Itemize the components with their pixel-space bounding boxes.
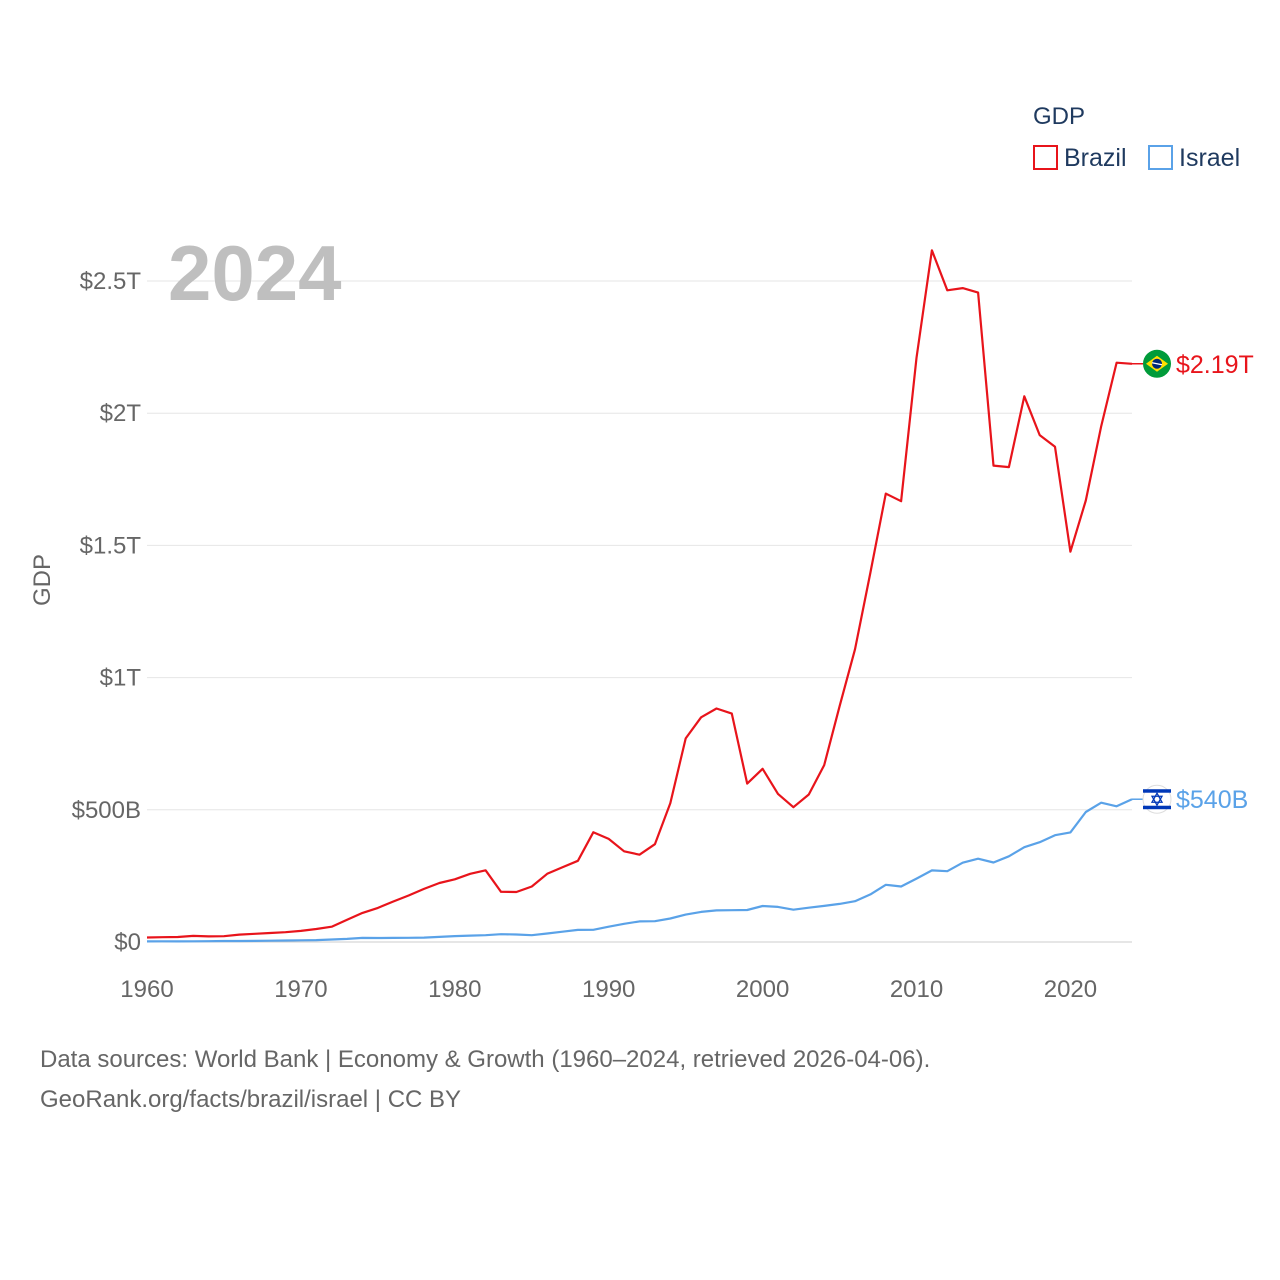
x-tick-label: 1960 [120, 976, 173, 1003]
y-tick-label: $0 [114, 929, 141, 956]
year-label: 2024 [168, 229, 342, 317]
brazil-flag-icon [1143, 349, 1171, 378]
legend-swatch-israel [1148, 145, 1173, 170]
legend-title: GDP [1033, 103, 1085, 130]
y-axis-title: GDP [29, 554, 56, 606]
x-axis-ticks: 1960 1970 1980 1990 2000 2010 2020 [120, 976, 1097, 1003]
y-tick-label: $2T [100, 400, 142, 427]
legend-swatch-brazil [1033, 145, 1058, 170]
footer: Data sources: World Bank | Economy & Gro… [40, 1040, 930, 1120]
legend-label-israel: Israel [1179, 144, 1240, 172]
data-sources-note: Data sources: World Bank | Economy & Gro… [40, 1046, 931, 1073]
gdp-line-chart: $0 $500B $1T $1.5T $2T $2.5T 1960 1970 1980 1990… [29, 103, 1254, 1003]
end-markers: $2.19T $540B [1132, 349, 1254, 814]
y-tick-label: $2.5T [80, 268, 142, 295]
x-tick-label: 1970 [274, 976, 327, 1003]
x-tick-label: 2020 [1044, 976, 1097, 1003]
israel-flag-icon [1142, 784, 1172, 814]
x-tick-label: 2000 [736, 976, 789, 1003]
y-tick-label: $1T [100, 665, 142, 692]
series-lines [146, 249, 1133, 943]
y-axis-ticks: $0 $500B $1T $1.5T $2T $2.5T [72, 268, 142, 956]
gridlines [147, 280, 1132, 943]
x-tick-label: 2010 [890, 976, 943, 1003]
y-tick-label: $500B [72, 797, 141, 824]
x-tick-label: 1990 [582, 976, 635, 1003]
end-value-label-brazil: $2.19T [1176, 351, 1254, 379]
x-tick-label: 1980 [428, 976, 481, 1003]
legend: GDP Brazil Israel [1033, 103, 1240, 172]
y-tick-label: $1.5T [80, 532, 142, 559]
attribution-note: GeoRank.org/facts/brazil/israel | CC BY [40, 1086, 462, 1113]
series-line-israel [146, 798, 1133, 943]
end-value-label-israel: $540B [1176, 786, 1248, 814]
legend-label-brazil: Brazil [1064, 144, 1127, 172]
series-line-brazil [146, 249, 1133, 939]
